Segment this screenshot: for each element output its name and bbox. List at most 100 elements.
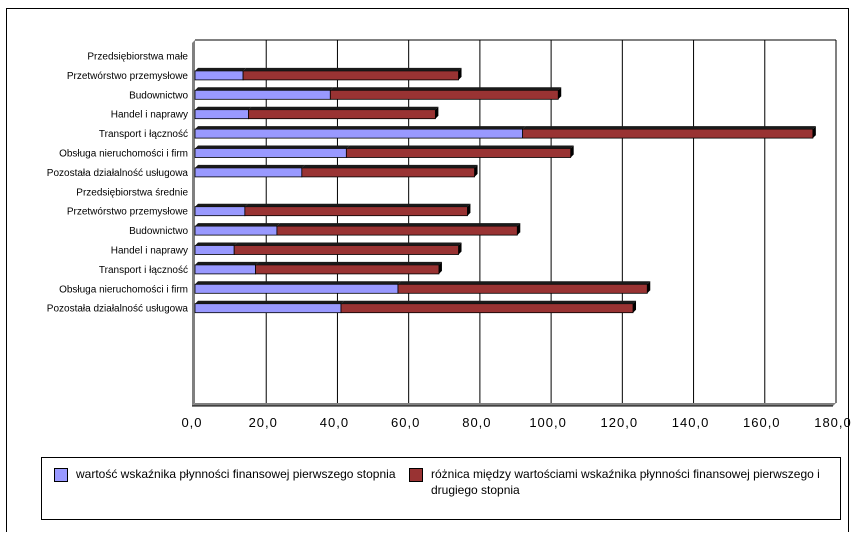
bar-segment-series-1 <box>194 283 399 294</box>
bar-end-cap <box>458 67 462 80</box>
x-tick-label: 160,0 <box>743 415 781 430</box>
bar-segment-series-2-top <box>248 106 439 110</box>
bar-segment-series-2 <box>522 128 814 139</box>
bar-segment-series-2-top <box>522 126 816 130</box>
bar-segment-series-1-top <box>195 203 248 207</box>
floor <box>192 403 836 406</box>
legend-swatch-series-2 <box>409 468 423 482</box>
bar-segment-series-1 <box>194 148 347 158</box>
bar-segment-series-2 <box>345 148 572 158</box>
bar-segment-series-1-top <box>195 145 350 149</box>
category-label: Budownictwo <box>129 226 188 237</box>
bar-segment-series-1-top <box>195 261 259 265</box>
bar-segment-series-1-top <box>195 87 334 91</box>
bar-segment-series-1 <box>194 303 342 314</box>
bar-segment-series-1-top <box>195 67 247 71</box>
bar-segment-series-1-top <box>195 281 401 285</box>
category-label: Handel i naprawy <box>111 246 188 257</box>
bar-segment-series-2 <box>255 264 440 275</box>
x-tick-label: 80,0 <box>462 415 491 430</box>
bar-segment-series-1 <box>194 264 256 275</box>
category-label: Przetwórstwo przemysłowe <box>67 207 189 218</box>
category-label: Pozostała działalność usługowa <box>47 304 189 315</box>
bar-segment-series-2-top <box>346 145 574 149</box>
bar-segment-series-1-top <box>195 164 305 168</box>
bar-end-cap <box>633 300 637 313</box>
bar-segment-series-1-top <box>195 106 252 110</box>
bar-segment-series-2 <box>329 89 559 100</box>
x-tick-labels: 0,0 20,0 40,0 60,0 80,0 100,0 120,0 140,0 160,0 1… <box>181 415 852 430</box>
legend: wartość wskaźnika płynności finansowej p… <box>41 457 841 520</box>
bar-end-cap <box>438 261 442 274</box>
bar-segment-series-2-top <box>255 261 442 265</box>
category-label: Pozostała działalność usługowa <box>47 168 189 179</box>
bar-segment-series-2 <box>248 109 436 120</box>
bar-end-cap <box>458 242 462 255</box>
category-label: Obsługa nieruchomości i firm <box>59 149 188 160</box>
category-label: Transport i łączność <box>99 265 188 276</box>
x-tick-label: 40,0 <box>320 415 349 430</box>
axis-wall <box>192 40 836 407</box>
bar-segment-series-2 <box>301 167 475 178</box>
x-tick-label: 0,0 <box>181 415 202 430</box>
bars <box>194 67 816 314</box>
category-label: Obsługa nieruchomości i firm <box>59 284 188 295</box>
category-label: Handel i naprawy <box>111 110 188 121</box>
category-label: Przedsiębiorstwa średnie <box>76 187 188 198</box>
bar-segment-series-1-top <box>195 300 345 304</box>
bar-end-cap <box>812 126 816 139</box>
bar-segment-series-1-top <box>195 126 526 130</box>
x-tick-label: 140,0 <box>672 415 710 430</box>
x-tick-label: 180,0 <box>814 415 852 430</box>
bar-segment-series-2 <box>233 245 459 255</box>
legend-item-series-1: wartość wskaźnika płynności finansowej p… <box>54 466 396 482</box>
bar-segment-series-1 <box>194 89 331 100</box>
x-tick-label: 100,0 <box>529 415 567 430</box>
bar-segment-series-1 <box>194 128 524 139</box>
bar-segment-series-1-top <box>195 242 238 246</box>
bar-segment-series-2-top <box>244 203 471 207</box>
bar-end-cap <box>558 87 562 100</box>
category-label: Przedsiębiorstwa małe <box>87 52 188 63</box>
grid-lines <box>195 39 837 403</box>
legend-swatch-series-1 <box>54 468 68 482</box>
bar-segment-series-1 <box>194 245 235 255</box>
bar-end-cap <box>467 203 471 216</box>
bar-segment-series-2-top <box>330 87 562 91</box>
bar-segment-series-2-top <box>341 300 637 304</box>
side-wall <box>192 40 195 406</box>
x-tick-label: 60,0 <box>391 415 420 430</box>
x-tick-label: 120,0 <box>601 415 639 430</box>
bar-segment-series-1-top <box>195 223 280 227</box>
bar-segment-series-2 <box>397 283 648 294</box>
bar-segment-series-1 <box>194 206 246 217</box>
bar-segment-series-2 <box>340 303 634 314</box>
category-label: Budownictwo <box>129 90 188 101</box>
legend-item-series-2: różnica między wartościami wskaźnika pły… <box>409 466 839 498</box>
legend-label-series-1: wartość wskaźnika płynności finansowej p… <box>76 467 396 481</box>
bar-segment-series-1 <box>194 70 244 81</box>
bar-segment-series-2-top <box>397 281 651 285</box>
bar-segment-series-2-top <box>243 67 462 71</box>
category-labels: Przedsiębiorstwa małe Przetwórstwo przemy… <box>47 52 189 315</box>
bar-end-cap <box>435 106 439 119</box>
legend-label-series-2: różnica między wartościami wskaźnika pły… <box>431 467 820 497</box>
bar-segment-series-2-top <box>234 242 462 246</box>
category-label: Transport i łączność <box>99 129 188 140</box>
bar-segment-series-2-top <box>301 164 478 168</box>
category-label: Przetwórstwo przemysłowe <box>67 71 189 82</box>
x-tick-label: 20,0 <box>249 415 278 430</box>
bar-segment-series-2 <box>244 206 468 217</box>
chart-frame <box>6 8 849 532</box>
bar-segment-series-1 <box>194 225 278 236</box>
bar-end-cap <box>570 145 574 158</box>
bar-segment-series-1 <box>194 167 303 178</box>
bar-segment-series-2 <box>242 70 459 81</box>
bar-end-cap <box>474 164 478 177</box>
bar-segment-series-1 <box>194 109 249 120</box>
bar-segment-series-2-top <box>276 223 521 227</box>
bar-segment-series-2 <box>276 225 518 236</box>
bar-end-cap <box>647 281 651 294</box>
bar-end-cap <box>517 223 521 236</box>
